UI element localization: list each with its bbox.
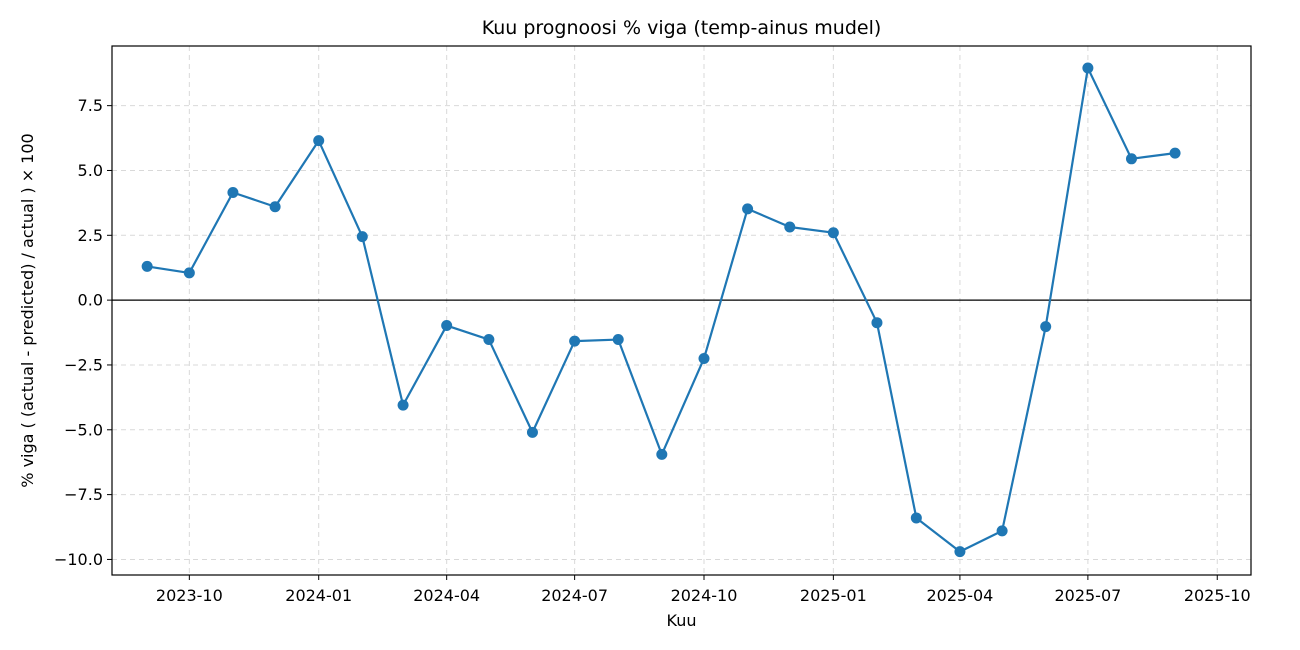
- data-point: [1125, 153, 1137, 165]
- x-tick-label: 2024-04: [413, 586, 480, 605]
- data-point: [996, 525, 1008, 537]
- grid-lines: [112, 46, 1251, 575]
- x-axis-ticks: 2023-10 2024-01 2024-04 2024-07 2024-10 2025-…: [156, 575, 1251, 605]
- series-line: [146, 66, 1176, 553]
- data-point: [441, 320, 453, 332]
- data-point: [526, 426, 538, 438]
- data-point: [397, 399, 409, 411]
- data-point: [1082, 62, 1094, 74]
- data-point: [742, 203, 754, 215]
- y-tick-label: −2.5: [64, 355, 103, 374]
- y-tick-label: 5.0: [78, 161, 103, 180]
- x-tick-label: 2025-01: [800, 586, 867, 605]
- data-point: [910, 512, 922, 524]
- data-point: [313, 135, 325, 147]
- data-point: [141, 260, 153, 272]
- y-tick-label: −5.0: [64, 420, 103, 439]
- data-point: [1169, 147, 1181, 159]
- data-point: [269, 201, 281, 213]
- y-tick-label: −7.5: [64, 485, 103, 504]
- data-point: [483, 334, 495, 346]
- y-tick-label: −10.0: [54, 550, 103, 569]
- x-tick-label: 2025-04: [926, 586, 993, 605]
- data-point: [1040, 321, 1052, 333]
- data-point: [784, 221, 796, 233]
- data-point: [871, 317, 883, 329]
- data-point: [612, 334, 624, 346]
- data-point: [569, 335, 581, 347]
- plot-frame: [111, 45, 1252, 576]
- y-tick-label: 0.0: [78, 291, 103, 310]
- data-point: [698, 352, 710, 364]
- y-tick-label: 2.5: [78, 226, 103, 245]
- x-axis-label: Kuu: [667, 611, 697, 630]
- chart-title: Kuu prognoosi % viga (temp-ainus mudel): [482, 17, 882, 39]
- data-point: [656, 448, 668, 460]
- x-tick-label: 2024-01: [285, 586, 352, 605]
- x-tick-label: 2025-07: [1054, 586, 1121, 605]
- data-point: [356, 231, 368, 243]
- x-tick-label: 2023-10: [156, 586, 223, 605]
- series-layer: [141, 62, 1181, 558]
- x-tick-label: 2024-07: [541, 586, 608, 605]
- data-point: [183, 267, 195, 279]
- x-tick-label: 2025-10: [1184, 586, 1251, 605]
- y-axis-ticks: 7.5 5.0 2.5 0.0 −2.5 −5.0 −7.5 −10.0: [54, 96, 112, 569]
- data-point: [227, 187, 239, 199]
- data-point: [954, 546, 966, 558]
- x-tick-label: 2024-10: [671, 586, 738, 605]
- y-axis-label: % viga ( (actual - predicted) / actual )…: [18, 133, 37, 487]
- data-point: [827, 227, 839, 239]
- y-tick-label: 7.5: [78, 96, 103, 115]
